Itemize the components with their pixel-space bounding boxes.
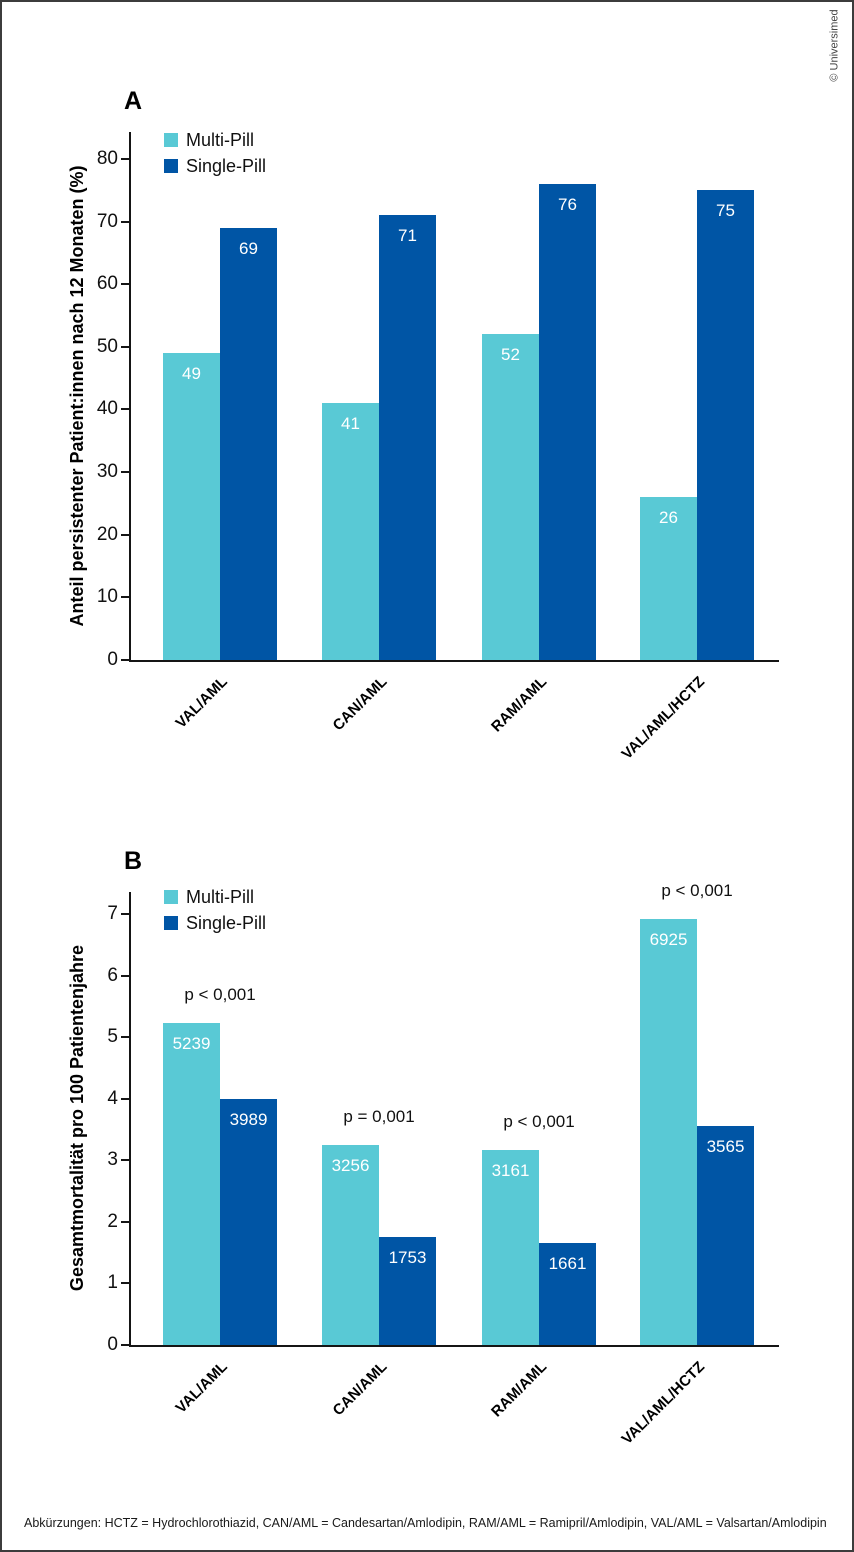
abbreviations-footnote: Abkürzungen: HCTZ = Hydrochlorothiazid, … <box>24 1516 827 1530</box>
legend-label-multi-pill: Multi-Pill <box>186 130 255 150</box>
bar-value-single-pill-ram-aml: 1661 <box>548 1253 587 1273</box>
bar-single-pill-val-aml <box>220 1099 277 1345</box>
bar-single-pill-can-aml <box>379 1237 436 1345</box>
y-tick-label: 20 <box>96 523 118 545</box>
bar-multi-pill-ram-aml <box>482 1150 539 1345</box>
bar-value-multi-pill-val-aml: 49 <box>182 364 201 384</box>
bar-value-single-pill-val-aml: 69 <box>239 238 258 258</box>
y-tick-mark <box>121 1159 129 1162</box>
bar-single-pill-ram-aml <box>539 1242 596 1345</box>
bar-value-single-pill-val-aml-hctz: 75 <box>716 201 735 221</box>
y-tick-label: 0 <box>107 649 118 670</box>
x-axis-label-ram-aml: RAM/AML <box>488 1358 551 1421</box>
x-axis-line <box>129 660 779 662</box>
bar-single-pill-ram-aml <box>539 183 596 660</box>
x-axis-line <box>129 1345 779 1347</box>
y-tick-mark <box>121 1282 129 1285</box>
y-tick-label: 60 <box>96 273 118 295</box>
y-tick-mark <box>121 157 129 160</box>
y-axis-title-b: Gesamtmortalität pro 100 Patientenjahre <box>67 944 87 1292</box>
bar-value-multi-pill-ram-aml: 52 <box>501 345 520 365</box>
y-tick-mark <box>121 913 129 916</box>
y-tick-label: 7 <box>107 903 118 925</box>
bar-multi-pill-val-aml-hctz <box>640 497 697 660</box>
y-tick-mark <box>121 408 129 411</box>
y-tick-mark <box>121 1036 129 1039</box>
bar-single-pill-val-aml-hctz <box>697 190 754 660</box>
legend-label-single-pill: Single-Pill <box>186 913 267 933</box>
x-axis-label-can-aml: CAN/AML <box>329 673 391 735</box>
p-value-val-aml-hctz: p < 0,001 <box>661 880 733 900</box>
y-tick-label: 10 <box>96 586 118 608</box>
y-tick-label: 50 <box>96 335 118 357</box>
y-tick-mark <box>121 1344 129 1346</box>
y-tick-label: 40 <box>96 398 118 420</box>
bar-value-multi-pill-ram-aml: 3161 <box>491 1161 530 1181</box>
bar-single-pill-val-aml <box>220 227 277 660</box>
bar-value-multi-pill-val-aml-hctz: 6925 <box>649 929 688 949</box>
y-tick-label: 2 <box>107 1210 118 1232</box>
y-tick-mark <box>121 974 129 977</box>
y-tick-label: 0 <box>107 1334 118 1355</box>
bar-multi-pill-can-aml <box>322 403 379 660</box>
p-value-val-aml: p < 0,001 <box>184 984 256 1004</box>
bar-value-single-pill-can-aml: 1753 <box>388 1248 427 1268</box>
p-value-ram-aml: p < 0,001 <box>503 1112 575 1132</box>
legend-swatch-multi-pill <box>164 133 178 147</box>
bar-multi-pill-ram-aml <box>482 334 539 660</box>
bar-value-single-pill-val-aml-hctz: 3565 <box>706 1136 745 1156</box>
legend-label-single-pill: Single-Pill <box>186 156 267 176</box>
copyright-watermark: © Universimed <box>828 9 841 82</box>
y-tick-label: 3 <box>107 1149 118 1171</box>
bar-value-multi-pill-val-aml: 5239 <box>172 1033 211 1053</box>
y-tick-mark <box>121 283 129 286</box>
bar-value-multi-pill-can-aml: 41 <box>341 414 360 434</box>
legend-label-multi-pill: Multi-Pill <box>186 887 255 907</box>
y-tick-label: 70 <box>96 210 118 232</box>
bar-value-single-pill-ram-aml: 76 <box>558 194 577 214</box>
bar-value-single-pill-can-aml: 71 <box>398 226 417 246</box>
y-tick-label: 1 <box>107 1272 118 1294</box>
y-tick-mark <box>121 1097 129 1100</box>
legend-swatch-single-pill <box>164 916 178 930</box>
y-tick-label: 80 <box>96 147 118 169</box>
bar-multi-pill-val-aml-hctz <box>640 918 697 1345</box>
bar-multi-pill-val-aml <box>163 353 220 660</box>
x-axis-label-ram-aml: RAM/AML <box>488 673 551 736</box>
y-tick-mark <box>121 220 129 223</box>
x-axis-label-val-aml: VAL/AML <box>172 1358 232 1417</box>
y-tick-label: 6 <box>107 964 118 986</box>
x-axis-label-val-aml: VAL/AML <box>172 673 232 732</box>
y-axis-title-a: Anteil persistenter Patient:innen nach 1… <box>67 165 87 627</box>
y-axis-line <box>129 132 131 660</box>
x-axis-label-val-aml-hctz: VAL/AML/HCTZ <box>618 1358 709 1448</box>
p-value-can-aml: p = 0,001 <box>343 1106 415 1126</box>
x-axis-label-can-aml: CAN/AML <box>329 1358 391 1420</box>
bar-single-pill-val-aml-hctz <box>697 1125 754 1345</box>
y-tick-mark <box>121 345 129 348</box>
y-tick-label: 30 <box>96 461 118 483</box>
y-tick-label: 4 <box>107 1087 118 1109</box>
y-tick-mark <box>121 596 129 599</box>
bar-multi-pill-val-aml <box>163 1022 220 1345</box>
y-tick-mark <box>121 659 129 661</box>
y-axis-line <box>129 892 131 1345</box>
bar-value-multi-pill-val-aml-hctz: 26 <box>659 508 678 528</box>
bar-multi-pill-can-aml <box>322 1144 379 1345</box>
y-tick-mark <box>121 533 129 536</box>
panel-letter-b: B <box>124 847 143 875</box>
y-tick-mark <box>121 471 129 474</box>
bar-value-multi-pill-can-aml: 3256 <box>331 1155 370 1175</box>
bar-single-pill-can-aml <box>379 215 436 660</box>
bar-value-single-pill-val-aml: 3989 <box>229 1110 268 1130</box>
legend-swatch-multi-pill <box>164 890 178 904</box>
y-tick-mark <box>121 1220 129 1223</box>
y-tick-label: 5 <box>107 1026 118 1048</box>
panel-letter-a: A <box>124 87 143 115</box>
legend-swatch-single-pill <box>164 159 178 173</box>
x-axis-label-val-aml-hctz: VAL/AML/HCTZ <box>618 673 709 763</box>
